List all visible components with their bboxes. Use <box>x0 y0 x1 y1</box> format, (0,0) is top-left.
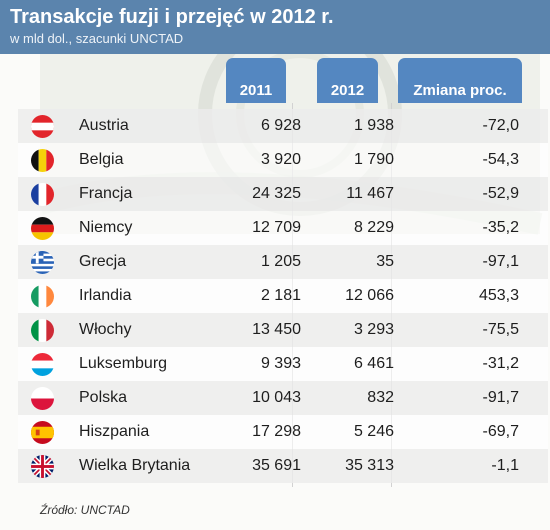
table-row: Austria 6 928 1 938 -72,0 <box>18 109 548 143</box>
country-label: Luksemburg <box>79 355 168 372</box>
poland-flag-icon <box>31 387 54 410</box>
change-percent: -72,0 <box>482 117 519 134</box>
change-percent: 453,3 <box>478 287 519 304</box>
france-flag-icon <box>31 183 54 206</box>
change-percent: -31,2 <box>482 355 519 372</box>
country-label: Francja <box>79 185 133 202</box>
country-label: Polska <box>79 389 128 406</box>
change-percent: -75,5 <box>482 321 519 338</box>
country-label: Niemcy <box>79 219 133 236</box>
change-percent: -91,7 <box>482 389 519 406</box>
header-bar: Transakcje fuzji i przejęć w 2012 r. w m… <box>0 0 550 54</box>
country-label: Wielka Brytania <box>79 457 191 474</box>
change-percent: -52,9 <box>482 185 519 202</box>
value-2011: 2 181 <box>260 287 301 304</box>
value-2012: 35 313 <box>345 457 394 474</box>
value-2012: 1 938 <box>353 117 394 134</box>
value-2011: 3 920 <box>260 151 301 168</box>
source-note: Źródło: UNCTAD <box>40 503 130 517</box>
table-row: Luksemburg 9 393 6 461 -31,2 <box>18 347 548 381</box>
table-row: Wielka Brytania 35 691 35 313 -1,1 <box>18 449 548 483</box>
column-header-change: Zmiana proc. <box>398 58 522 103</box>
value-2011: 12 709 <box>252 219 301 236</box>
value-2012: 8 229 <box>353 219 394 236</box>
country-label: Hiszpania <box>79 423 150 440</box>
change-percent: -54,3 <box>482 151 519 168</box>
country-label: Włochy <box>79 321 132 338</box>
value-2012: 3 293 <box>353 321 394 338</box>
change-percent: -97,1 <box>482 253 519 270</box>
germany-flag-icon <box>31 217 54 240</box>
change-percent: -35,2 <box>482 219 519 236</box>
country-label: Grecja <box>79 253 127 270</box>
chart-title: Transakcje fuzji i przejęć w 2012 r. <box>10 6 334 28</box>
change-percent: -1,1 <box>491 457 519 474</box>
column-header-2011: 2011 <box>226 58 286 103</box>
value-2011: 24 325 <box>252 185 301 202</box>
country-label: Belgia <box>79 151 124 168</box>
value-2012: 6 461 <box>353 355 394 372</box>
value-2011: 6 928 <box>260 117 301 134</box>
value-2011: 35 691 <box>252 457 301 474</box>
ireland-flag-icon <box>31 285 54 308</box>
table-row: Hiszpania 17 298 5 246 -69,7 <box>18 415 548 449</box>
value-2012: 1 790 <box>353 151 394 168</box>
value-2012: 832 <box>367 389 394 406</box>
country-label: Irlandia <box>79 287 132 304</box>
column-header-2012: 2012 <box>317 58 378 103</box>
value-2011: 9 393 <box>260 355 301 372</box>
italy-flag-icon <box>31 319 54 342</box>
austria-flag-icon <box>31 115 54 138</box>
spain-flag-icon <box>31 421 54 444</box>
value-2011: 13 450 <box>252 321 301 338</box>
country-label: Austria <box>79 117 129 134</box>
table-row: Niemcy 12 709 8 229 -35,2 <box>18 211 548 245</box>
table-row: Francja 24 325 11 467 -52,9 <box>18 177 548 211</box>
table-row: Belgia 3 920 1 790 -54,3 <box>18 143 548 177</box>
chart-subtitle: w mld dol., szacunki UNCTAD <box>10 31 184 46</box>
change-percent: -69,7 <box>482 423 519 440</box>
table-row: Irlandia 2 181 12 066 453,3 <box>18 279 548 313</box>
belgium-flag-icon <box>31 149 54 172</box>
value-2012: 35 <box>376 253 394 270</box>
value-2011: 17 298 <box>252 423 301 440</box>
value-2011: 1 205 <box>260 253 301 270</box>
value-2012: 12 066 <box>345 287 394 304</box>
value-2012: 5 246 <box>353 423 394 440</box>
luxembourg-flag-icon <box>31 353 54 376</box>
uk-flag-icon <box>31 455 54 478</box>
table-row: Włochy 13 450 3 293 -75,5 <box>18 313 548 347</box>
greece-flag-icon <box>31 251 54 274</box>
value-2012: 11 467 <box>346 185 394 202</box>
table-row: Grecja 1 205 35 -97,1 <box>18 245 548 279</box>
table-row: Polska 10 043 832 -91,7 <box>18 381 548 415</box>
value-2011: 10 043 <box>252 389 301 406</box>
